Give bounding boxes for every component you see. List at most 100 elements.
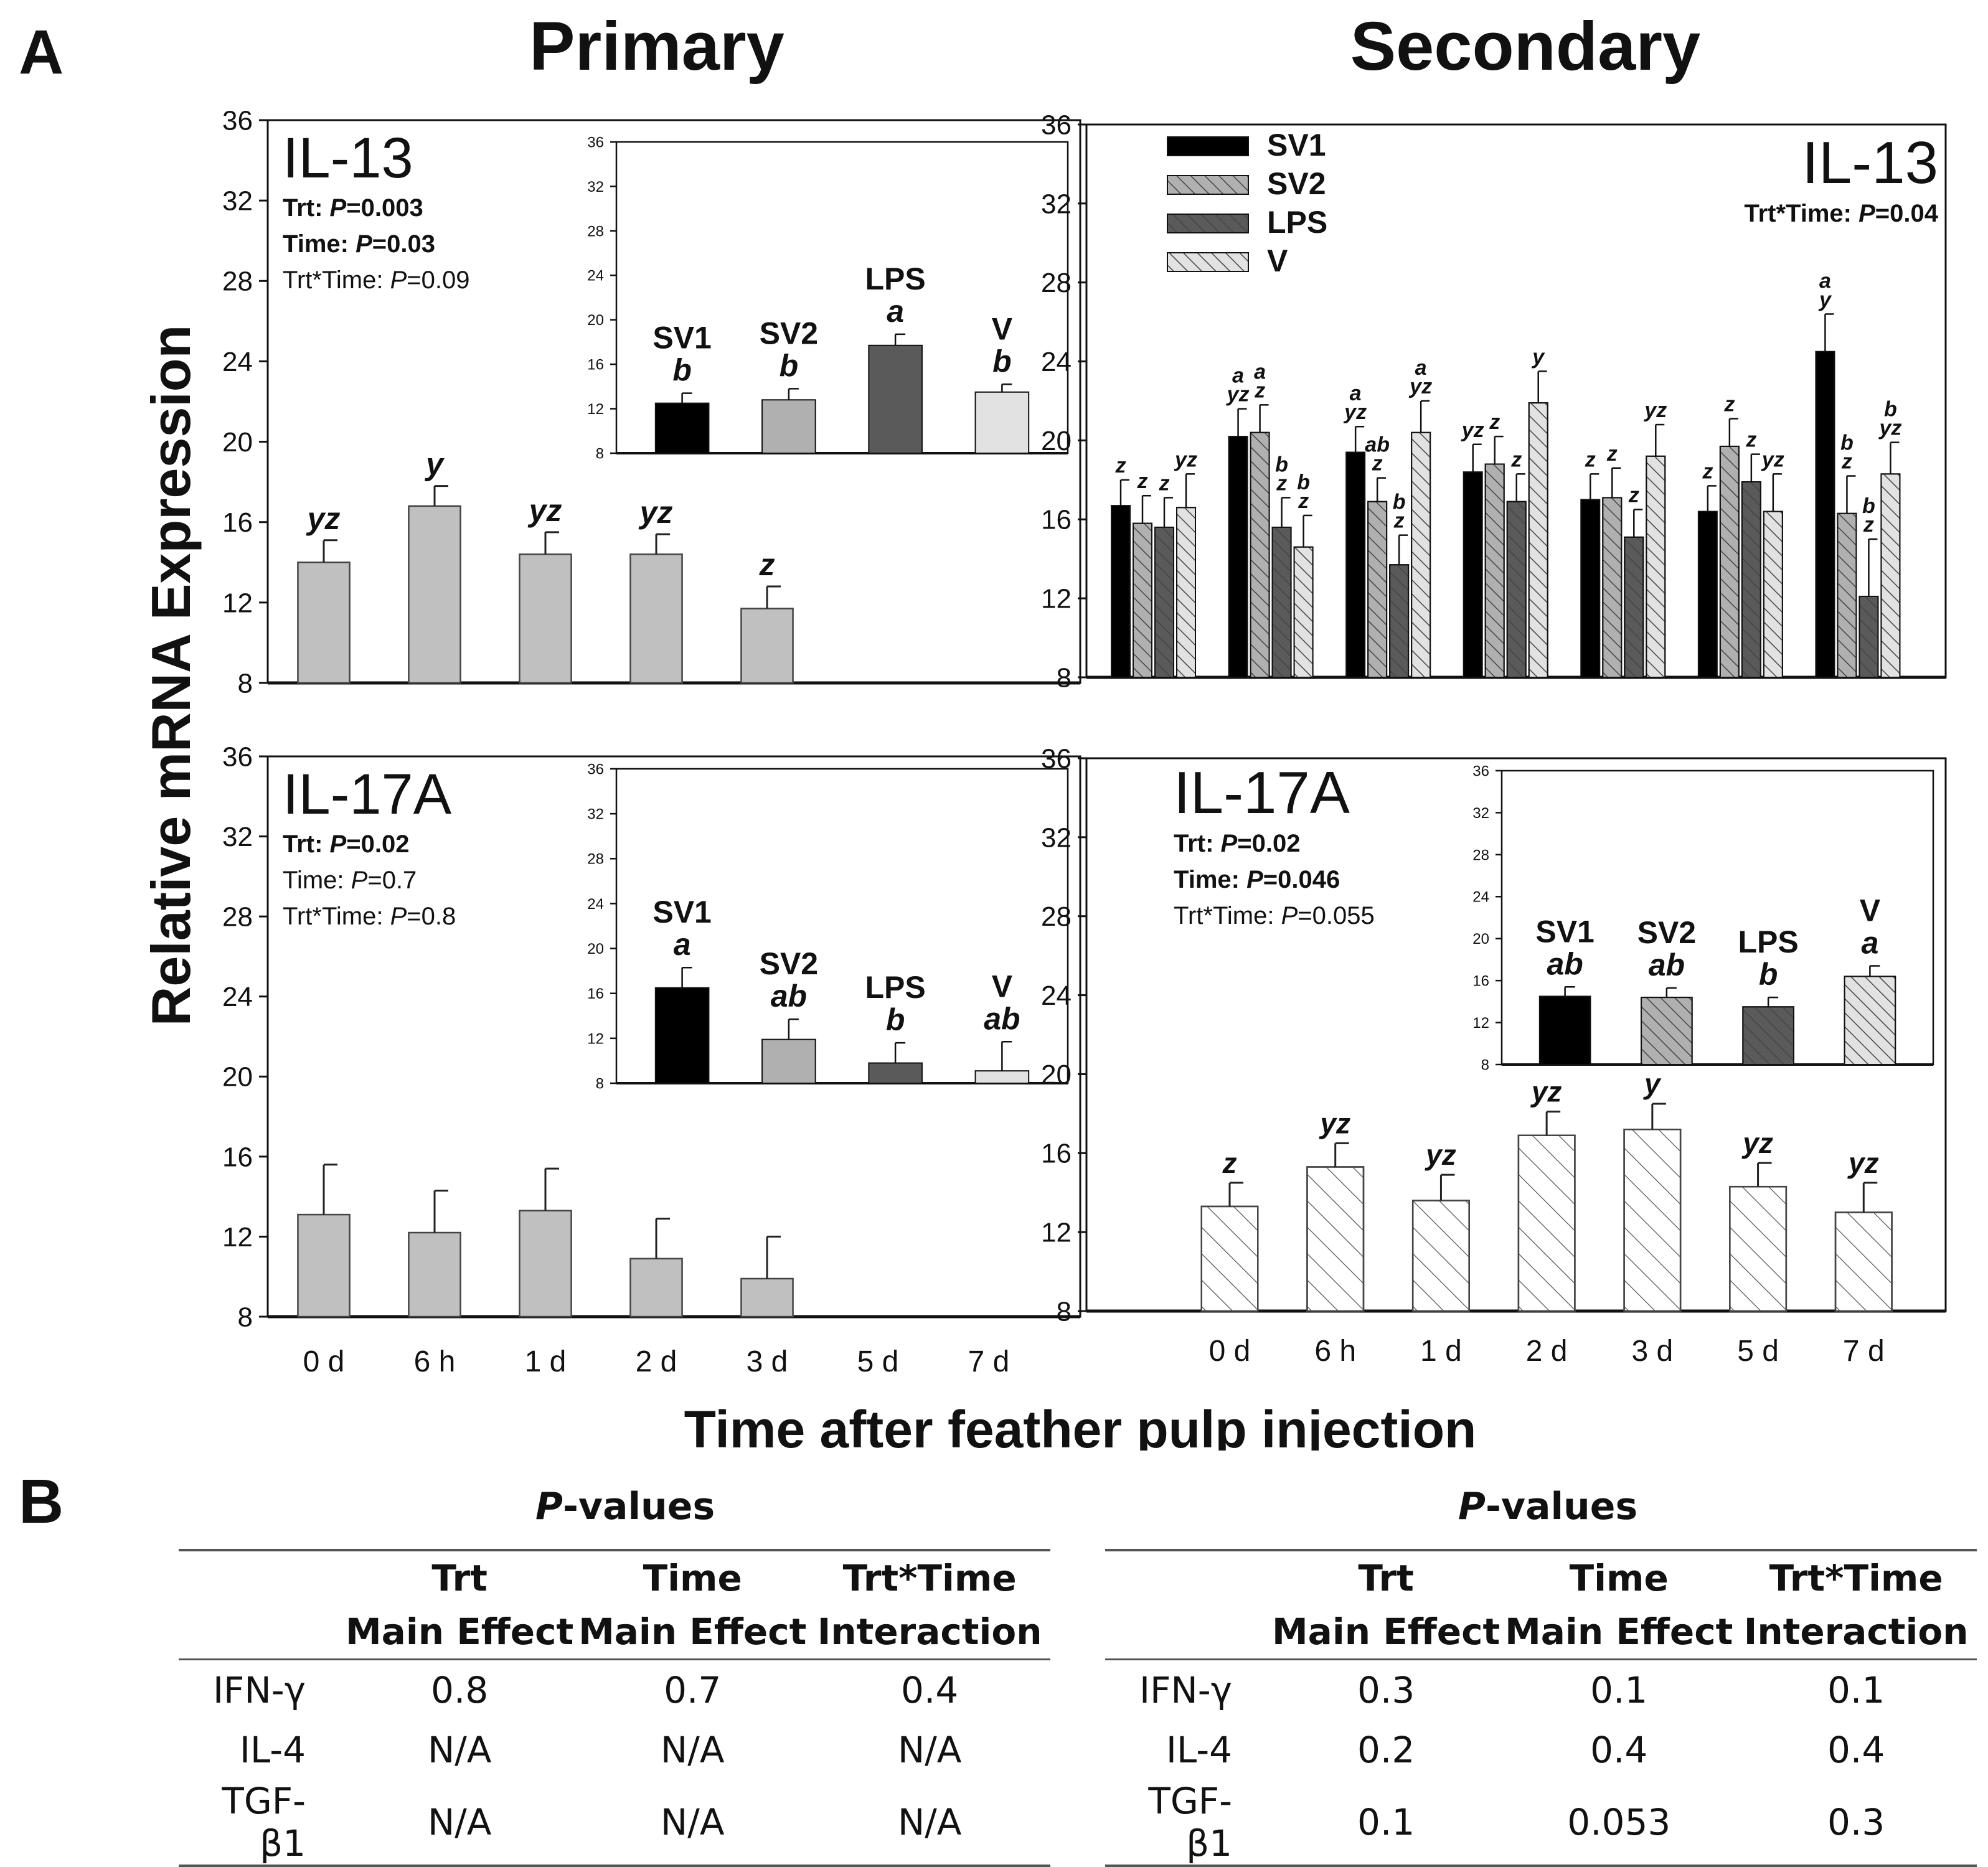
sig-letter: yz bbox=[1461, 418, 1484, 442]
x-tick-label: 6 h bbox=[1314, 1335, 1356, 1368]
y-tick-label: 24 bbox=[222, 982, 253, 1012]
bar-hatch bbox=[1306, 1166, 1365, 1312]
inset-category-label: LPS bbox=[1738, 924, 1799, 959]
x-tick-label: 2 d bbox=[1526, 1335, 1568, 1368]
bar-sv1 bbox=[1111, 505, 1131, 678]
sig-letter: b bbox=[992, 344, 1012, 379]
inset-bar-sv2 bbox=[761, 399, 816, 454]
table-cell: N/A bbox=[427, 1729, 492, 1771]
stat-line: Trt*Time: P=0.09 bbox=[283, 266, 469, 294]
inset-category-label: SV2 bbox=[760, 946, 819, 981]
sig-letter: b bbox=[1884, 398, 1897, 421]
header-cell: Trt bbox=[343, 1549, 577, 1605]
header-cell bbox=[1105, 1549, 1270, 1605]
legend-hatch bbox=[1167, 252, 1249, 272]
sig-letter: a bbox=[1819, 269, 1831, 293]
bar bbox=[408, 1231, 461, 1318]
sig-letter: z bbox=[1606, 442, 1618, 466]
inset-category-label: V bbox=[992, 311, 1013, 346]
inset-category-label: SV1 bbox=[1535, 914, 1595, 949]
header-cell: Time bbox=[576, 1549, 809, 1605]
sig-letter: b bbox=[1862, 494, 1875, 518]
y-tick-label: 28 bbox=[1041, 268, 1072, 298]
table-primary: Trt Time Trt*Time Main Effect Main Effec… bbox=[179, 1549, 1050, 1867]
panel-a-letter: A bbox=[19, 17, 64, 87]
y-tick-label: 24 bbox=[587, 896, 604, 913]
x-tick-label: 1 d bbox=[525, 1345, 567, 1378]
header-cell bbox=[179, 1549, 344, 1605]
sig-letter: y bbox=[424, 447, 445, 482]
inset-bar-lps bbox=[868, 1062, 923, 1084]
header-cell: Trt bbox=[1270, 1549, 1503, 1605]
sig-letter: ab bbox=[1547, 946, 1583, 981]
inset-bar-v bbox=[974, 1070, 1030, 1084]
legend-swatch-sv1 bbox=[1167, 136, 1249, 156]
table-cell: IFN-γ bbox=[179, 1658, 344, 1720]
bar-hatch bbox=[1880, 473, 1901, 678]
y-tick-label: 32 bbox=[587, 179, 604, 195]
y-tick-label: 24 bbox=[1041, 347, 1072, 377]
inset-category-label: LPS bbox=[865, 261, 926, 296]
x-tick-label: 5 d bbox=[857, 1345, 899, 1378]
sig-letter: a bbox=[1254, 360, 1266, 383]
y-tick-label: 36 bbox=[1472, 763, 1489, 779]
bar-hatch bbox=[1624, 536, 1644, 678]
sig-letter: yz bbox=[1643, 398, 1667, 422]
legend-hatch bbox=[1167, 175, 1249, 195]
bar bbox=[629, 553, 683, 684]
sig-letter: z bbox=[1745, 428, 1756, 452]
bar bbox=[408, 505, 461, 684]
chart-primary-il17a: 8 12 16 20 24 28 32 36 0 d 6 h 1 d 2 d 3 d 5 d 7 d IL-1… bbox=[222, 741, 1081, 1378]
inset-category-label: SV2 bbox=[1637, 915, 1697, 950]
sig-letter: yz bbox=[1343, 400, 1367, 424]
bar-hatch bbox=[1646, 455, 1666, 678]
sig-letter: yz bbox=[527, 493, 562, 528]
sig-letter: a bbox=[887, 294, 904, 329]
y-tick-label: 24 bbox=[587, 268, 604, 285]
bar-hatch bbox=[1133, 522, 1152, 679]
bar-hatch bbox=[1367, 501, 1388, 678]
table-cell: IFN-γ bbox=[1105, 1658, 1270, 1720]
y-tick-label: 16 bbox=[587, 357, 604, 374]
bar bbox=[629, 1258, 683, 1318]
y-tick-label: 16 bbox=[1472, 973, 1489, 990]
chart-secondary-il17a: 8 12 16 20 24 28 32 36 z 0 d yz 6 h yz 1 d yz 2 d y 3 d yz… bbox=[1041, 743, 1947, 1368]
y-tick-label: 20 bbox=[1472, 931, 1489, 948]
y-tick-label: 24 bbox=[1472, 889, 1489, 906]
bar bbox=[519, 553, 572, 684]
sig-letter: yz bbox=[1425, 1139, 1456, 1171]
table-cell: 0.1 bbox=[1270, 1780, 1503, 1867]
sig-letter: y bbox=[1818, 288, 1832, 311]
legend-label: SV2 bbox=[1267, 166, 1326, 201]
x-tick-label: 7 d bbox=[968, 1345, 1010, 1378]
table-cell: 0.8 bbox=[343, 1658, 577, 1720]
sig-letter: yz bbox=[1761, 448, 1784, 471]
sig-letter: z bbox=[1510, 448, 1522, 471]
bar-hatch bbox=[1729, 1185, 1788, 1312]
header-cell: Time bbox=[1502, 1549, 1736, 1605]
x-tick-label: 5 d bbox=[1737, 1335, 1779, 1368]
y-tick-label: 28 bbox=[1041, 901, 1072, 932]
bar-hatch bbox=[1528, 402, 1548, 679]
y-tick-label: 8 bbox=[596, 1075, 604, 1092]
x-tick-label: 1 d bbox=[1420, 1335, 1462, 1368]
sig-letter: a bbox=[1861, 926, 1878, 961]
col-title-primary: Primary bbox=[529, 8, 784, 85]
bar-hatch bbox=[1271, 526, 1292, 678]
y-tick-label: 12 bbox=[587, 1030, 604, 1047]
table-cell: 0.4 bbox=[1827, 1729, 1885, 1771]
sig-letter: z bbox=[1254, 379, 1265, 402]
sig-letter: z bbox=[1137, 469, 1148, 493]
inset-category-label: V bbox=[992, 969, 1013, 1004]
bar-hatch bbox=[1389, 564, 1410, 678]
sig-letter: b bbox=[1840, 431, 1854, 455]
inset-bar-sv1 bbox=[654, 402, 710, 454]
sig-letter: a bbox=[1232, 364, 1244, 388]
sig-letter: a bbox=[674, 927, 691, 962]
stat-line: Trt: P=0.02 bbox=[1174, 830, 1300, 857]
sig-letter: z bbox=[1115, 454, 1126, 477]
sig-letter: b bbox=[1393, 491, 1406, 514]
stat-line: Trt: P=0.02 bbox=[283, 830, 409, 858]
